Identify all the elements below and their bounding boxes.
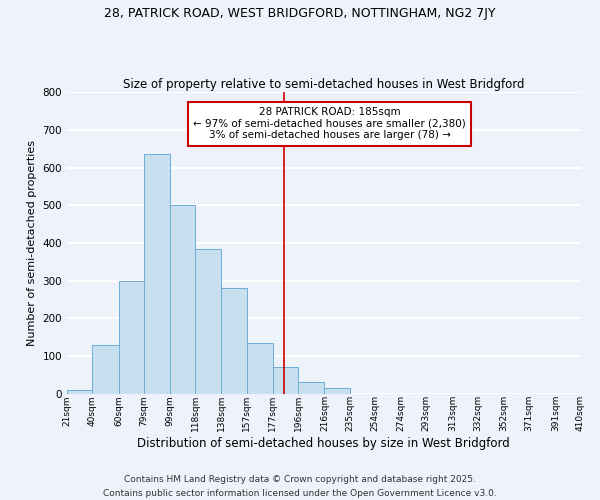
Bar bbox=[67, 390, 92, 394]
Text: 28 PATRICK ROAD: 185sqm
← 97% of semi-detached houses are smaller (2,380)
3% of : 28 PATRICK ROAD: 185sqm ← 97% of semi-de… bbox=[193, 107, 466, 140]
Bar bbox=[298, 382, 325, 394]
Y-axis label: Number of semi-detached properties: Number of semi-detached properties bbox=[27, 140, 37, 346]
Bar bbox=[92, 344, 119, 394]
X-axis label: Distribution of semi-detached houses by size in West Bridgford: Distribution of semi-detached houses by … bbox=[137, 437, 510, 450]
Bar bbox=[273, 368, 298, 394]
Bar bbox=[195, 248, 221, 394]
Bar bbox=[247, 343, 273, 394]
Text: 28, PATRICK ROAD, WEST BRIDGFORD, NOTTINGHAM, NG2 7JY: 28, PATRICK ROAD, WEST BRIDGFORD, NOTTIN… bbox=[104, 8, 496, 20]
Title: Size of property relative to semi-detached houses in West Bridgford: Size of property relative to semi-detach… bbox=[123, 78, 524, 91]
Bar bbox=[221, 288, 247, 394]
Bar bbox=[170, 205, 195, 394]
Bar bbox=[325, 388, 350, 394]
Text: Contains HM Land Registry data © Crown copyright and database right 2025.
Contai: Contains HM Land Registry data © Crown c… bbox=[103, 476, 497, 498]
Bar bbox=[119, 280, 143, 394]
Bar bbox=[143, 154, 170, 394]
